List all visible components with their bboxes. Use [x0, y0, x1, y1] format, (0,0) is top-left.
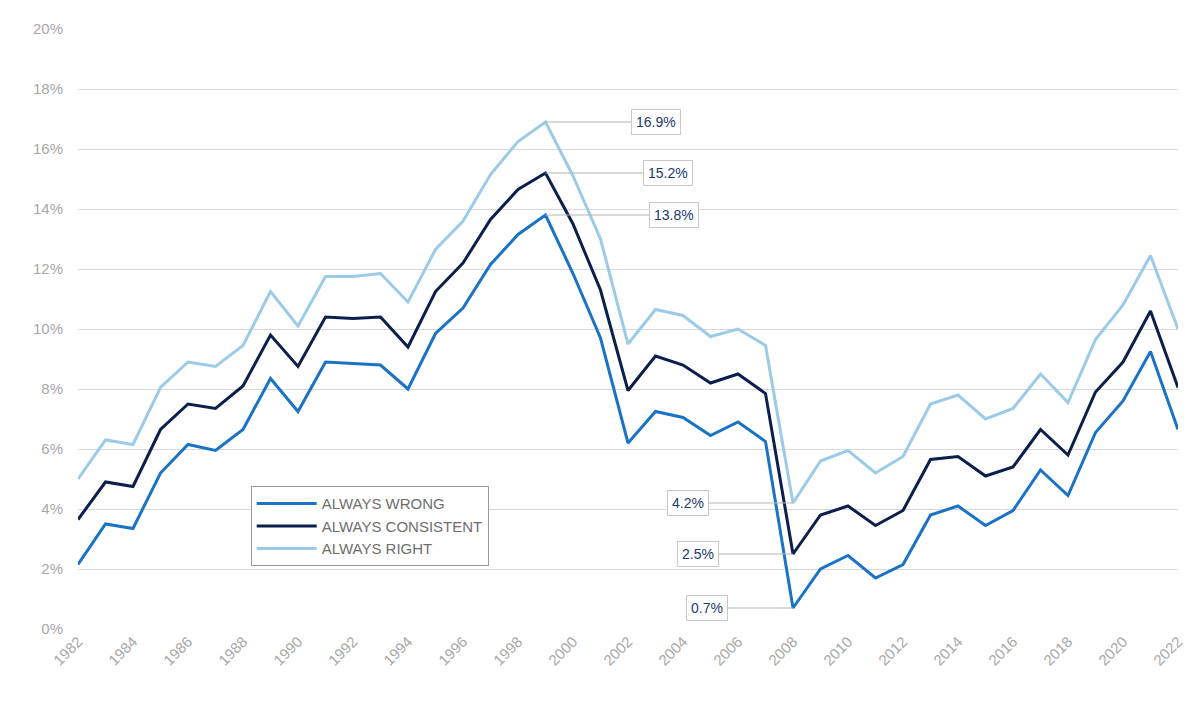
svg-text:2008: 2008: [765, 633, 801, 669]
svg-text:2000: 2000: [545, 633, 581, 669]
svg-text:18%: 18%: [33, 80, 63, 97]
svg-text:2022: 2022: [1150, 633, 1186, 669]
svg-text:10%: 10%: [33, 320, 63, 337]
svg-text:2.5%: 2.5%: [682, 546, 714, 562]
svg-text:20%: 20%: [33, 20, 63, 37]
svg-text:4.2%: 4.2%: [672, 495, 704, 511]
svg-text:6%: 6%: [41, 440, 63, 457]
svg-text:16%: 16%: [33, 140, 63, 157]
svg-text:12%: 12%: [33, 260, 63, 277]
svg-text:1996: 1996: [435, 633, 471, 669]
svg-text:15.2%: 15.2%: [648, 165, 688, 181]
svg-text:2020: 2020: [1095, 633, 1131, 669]
svg-text:16.9%: 16.9%: [636, 114, 676, 130]
svg-text:2%: 2%: [41, 560, 63, 577]
svg-text:2010: 2010: [820, 633, 856, 669]
svg-text:1988: 1988: [215, 633, 251, 669]
svg-text:2012: 2012: [875, 633, 911, 669]
svg-text:0.7%: 0.7%: [691, 600, 723, 616]
svg-text:2018: 2018: [1040, 633, 1076, 669]
svg-text:1982: 1982: [50, 633, 86, 669]
svg-text:1990: 1990: [270, 633, 306, 669]
svg-text:2014: 2014: [930, 633, 966, 669]
svg-text:0%: 0%: [41, 620, 63, 637]
svg-text:1998: 1998: [490, 633, 526, 669]
svg-text:2004: 2004: [655, 633, 691, 669]
svg-text:1994: 1994: [380, 633, 416, 669]
svg-text:2002: 2002: [600, 633, 636, 669]
svg-text:2006: 2006: [710, 633, 746, 669]
svg-text:2016: 2016: [985, 633, 1021, 669]
svg-text:1992: 1992: [325, 633, 361, 669]
svg-text:ALWAYS CONSISTENT: ALWAYS CONSISTENT: [322, 518, 483, 535]
svg-text:1986: 1986: [160, 633, 196, 669]
svg-text:14%: 14%: [33, 200, 63, 217]
svg-text:1984: 1984: [105, 633, 141, 669]
svg-text:ALWAYS WRONG: ALWAYS WRONG: [322, 495, 445, 512]
svg-text:4%: 4%: [41, 500, 63, 517]
svg-text:8%: 8%: [41, 380, 63, 397]
svg-text:ALWAYS RIGHT: ALWAYS RIGHT: [322, 540, 433, 557]
svg-text:13.8%: 13.8%: [654, 207, 694, 223]
